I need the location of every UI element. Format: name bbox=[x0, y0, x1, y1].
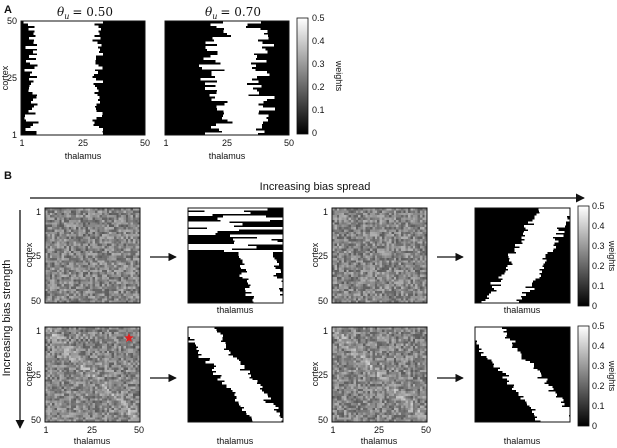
b23-ytick-1: 1 bbox=[323, 326, 328, 336]
b21-ylabel: cortex bbox=[24, 361, 34, 386]
b23-ytick-25: 25 bbox=[318, 370, 328, 380]
a-ytick-1: 1 bbox=[12, 130, 17, 140]
cb-b2-label: weights bbox=[607, 360, 617, 392]
b21-ytick-50: 50 bbox=[31, 415, 41, 425]
a2-xtick-50: 50 bbox=[284, 138, 294, 148]
b14-xlabel: thalamus bbox=[504, 305, 541, 315]
bias-matrix-r2c2 bbox=[332, 327, 428, 423]
cb-b1-tick-0: 0 bbox=[592, 301, 597, 311]
cb-a-tick-04: 0.4 bbox=[312, 36, 325, 46]
a1-xtick-25: 25 bbox=[78, 138, 88, 148]
red-star-marker bbox=[124, 333, 134, 343]
b11-ytick-25: 25 bbox=[31, 251, 41, 261]
panel-letter-b: B bbox=[4, 170, 12, 182]
b23-xlabel: thalamus bbox=[361, 436, 398, 446]
b21-xtick-25: 25 bbox=[87, 425, 97, 435]
cb-a-tick-05: 0.5 bbox=[312, 13, 325, 23]
weights-r2c1-frame bbox=[187, 326, 284, 423]
b21-ytick-1: 1 bbox=[36, 326, 41, 336]
a-ytick-25: 25 bbox=[7, 73, 17, 83]
weights-r1c2-frame bbox=[474, 207, 571, 304]
b12-xlabel: thalamus bbox=[217, 305, 254, 315]
weights-r2c2 bbox=[475, 327, 570, 423]
cb-b2-tick-05: 0.5 bbox=[592, 321, 605, 331]
heatmap-a1 bbox=[21, 21, 145, 136]
b22-xlabel: thalamus bbox=[217, 436, 254, 446]
cb-b1-tick-02: 0.2 bbox=[592, 261, 605, 271]
weights-r1c1 bbox=[188, 208, 283, 304]
bias-matrix-r2c1 bbox=[45, 327, 141, 423]
weights-r1c1-frame bbox=[187, 207, 284, 304]
a1-xtick-50: 50 bbox=[140, 138, 150, 148]
colorbar-a bbox=[296, 17, 309, 135]
cb-b2-tick-01: 0.1 bbox=[592, 401, 605, 411]
heatmap-a2-frame bbox=[164, 20, 290, 136]
cb-b1-tick-03: 0.3 bbox=[592, 241, 605, 251]
svg-text:θu= 0.50: θu = 0.50 bbox=[57, 5, 113, 21]
b24-xlabel: thalamus bbox=[504, 436, 541, 446]
bias-matrix-r2c1-frame bbox=[44, 326, 141, 423]
cb-a-tick-0: 0 bbox=[312, 128, 317, 138]
a2-xtick-25: 25 bbox=[222, 138, 232, 148]
weights-r2c1 bbox=[188, 327, 283, 423]
a1-xtick-1: 1 bbox=[19, 138, 24, 148]
cb-b1-tick-04: 0.4 bbox=[592, 221, 605, 231]
bias-matrix-r1c2-frame bbox=[331, 207, 428, 304]
heatmap-a2 bbox=[165, 21, 289, 136]
weights-r2c2-frame bbox=[474, 326, 571, 423]
b23-ytick-50: 50 bbox=[318, 415, 328, 425]
a-ylabel: cortex bbox=[0, 65, 10, 90]
b23-xtick-50: 50 bbox=[421, 425, 431, 435]
svg-text:θu= 0.70: θu = 0.70 bbox=[205, 5, 261, 21]
strength-label: Increasing bias strength bbox=[1, 260, 13, 377]
panel-a-title-2: θu = 0.70 bbox=[205, 5, 261, 21]
cb-b2-tick-0: 0 bbox=[592, 421, 597, 431]
a-ytick-50: 50 bbox=[7, 16, 17, 26]
colorbar-b1 bbox=[577, 205, 590, 307]
cb-b1-tick-01: 0.1 bbox=[592, 281, 605, 291]
b23-xtick-1: 1 bbox=[330, 425, 335, 435]
a2-xtick-1: 1 bbox=[163, 138, 168, 148]
cb-b1-label: weights bbox=[607, 240, 617, 272]
cb-b2-tick-02: 0.2 bbox=[592, 381, 605, 391]
b13-ylabel: cortex bbox=[310, 242, 320, 267]
panel-a-title-1: θu = 0.50 bbox=[57, 5, 113, 21]
b21-xtick-1: 1 bbox=[43, 425, 48, 435]
a1-xlabel: thalamus bbox=[65, 151, 102, 161]
colorbar-b2 bbox=[577, 325, 590, 427]
b13-ytick-25: 25 bbox=[318, 251, 328, 261]
cb-b2-tick-04: 0.4 bbox=[592, 341, 605, 351]
b23-ylabel: cortex bbox=[310, 361, 320, 386]
b23-xtick-25: 25 bbox=[374, 425, 384, 435]
cb-a-tick-02: 0.2 bbox=[312, 82, 325, 92]
cb-b2-tick-03: 0.3 bbox=[592, 361, 605, 371]
spread-label: Increasing bias spread bbox=[260, 181, 371, 193]
b11-ytick-1: 1 bbox=[36, 207, 41, 217]
b13-ytick-1: 1 bbox=[323, 207, 328, 217]
b13-ytick-50: 50 bbox=[318, 296, 328, 306]
b11-ylabel: cortex bbox=[24, 242, 34, 267]
bias-matrix-r2c2-frame bbox=[331, 326, 428, 423]
b11-ytick-50: 50 bbox=[31, 296, 41, 306]
cb-a-tick-01: 0.1 bbox=[312, 105, 325, 115]
bias-matrix-r1c2 bbox=[332, 208, 428, 304]
b21-xlabel: thalamus bbox=[74, 436, 111, 446]
b21-ytick-25: 25 bbox=[31, 370, 41, 380]
b21-xtick-50: 50 bbox=[134, 425, 144, 435]
cb-a-label: weights bbox=[334, 60, 344, 92]
bias-matrix-r1c1 bbox=[45, 208, 141, 304]
cb-a-tick-03: 0.3 bbox=[312, 59, 325, 69]
panel-letter-a: A bbox=[4, 4, 12, 16]
bias-matrix-r1c1-frame bbox=[44, 207, 141, 304]
weights-r1c2 bbox=[475, 208, 570, 304]
a2-xlabel: thalamus bbox=[209, 151, 246, 161]
cb-b1-tick-05: 0.5 bbox=[592, 201, 605, 211]
heatmap-a1-frame bbox=[20, 20, 146, 136]
